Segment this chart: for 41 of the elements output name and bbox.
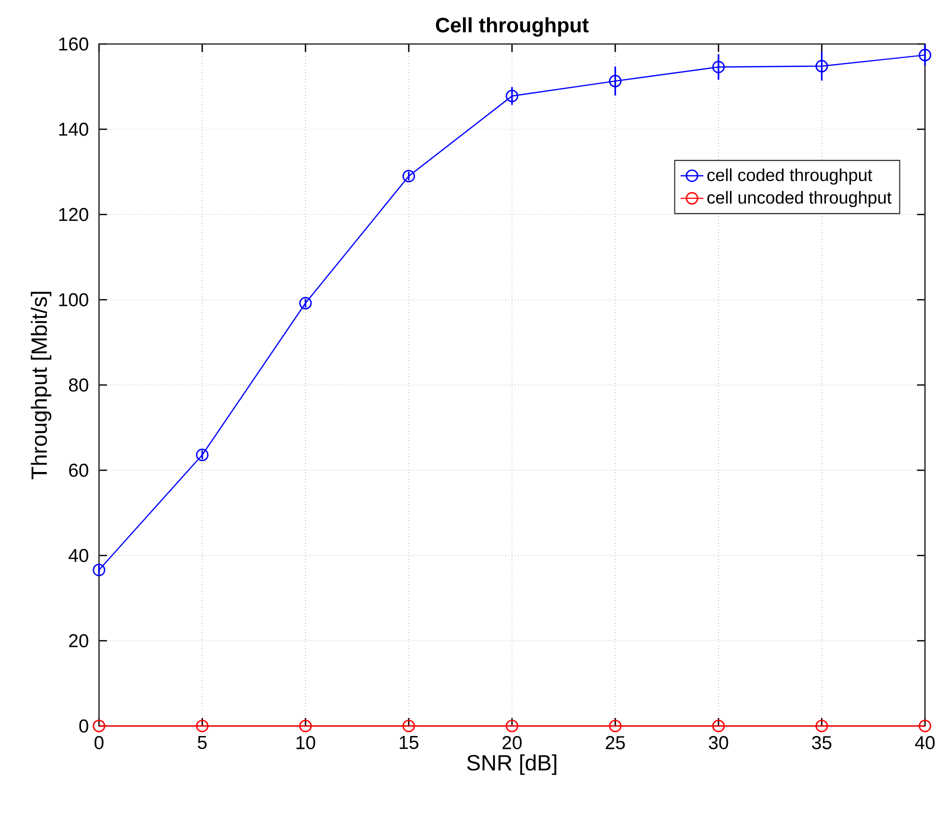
x-tick-label: 40 [915,736,935,750]
x-tick-label: 25 [606,736,625,750]
point [815,720,828,732]
point [299,720,312,732]
x-tick-label: 15 [400,736,418,750]
x-tick-label: 10 [296,736,316,750]
point [918,48,932,62]
point [712,60,725,74]
point [608,74,622,88]
point [506,90,518,102]
point [196,448,209,462]
x-tick-label: 5 [198,736,207,750]
point [712,720,725,732]
point [299,296,312,310]
x-tick-label: 30 [708,736,728,750]
point [92,564,106,576]
point [196,720,209,732]
x-axis-title: SNR [dB] [467,754,556,775]
point [506,720,518,732]
y-axis-title: Throughput [Mbit/s] [30,292,52,480]
y-tick-label: 80 [69,378,88,392]
point [92,720,106,732]
y-tick-label: 60 [69,464,88,477]
point [402,170,416,182]
point [918,720,932,732]
x-tick-label: 35 [812,736,832,750]
point [608,720,622,732]
y-tick-label: 140 [59,122,88,136]
x-tick-label: 20 [502,736,522,750]
y-tick-label: 0 [79,719,88,733]
y-tick-label: 120 [59,208,88,222]
point [815,60,828,72]
legend-label: cell uncoded throughput [707,191,892,208]
x-tick-label: 0 [94,736,104,750]
y-tick-label: 160 [59,37,88,51]
y-tick-label: 40 [68,548,88,562]
y-tick-label: 100 [59,293,88,306]
y-tick-label: 20 [69,634,88,648]
legend-label: cell coded throughput [707,168,872,185]
point [402,720,416,732]
chart-title: Cell throughput [436,17,589,37]
